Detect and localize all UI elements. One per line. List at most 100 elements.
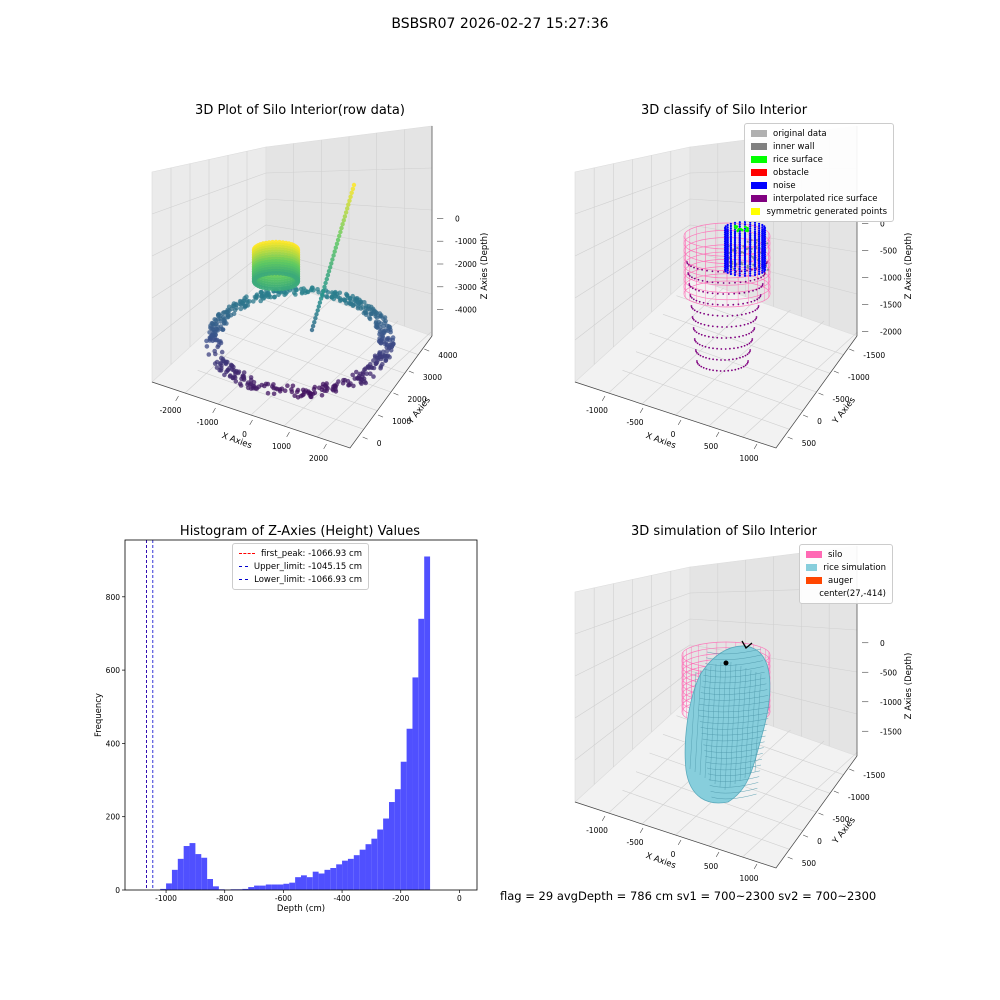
p2-noise-point <box>724 245 727 248</box>
p1-data-point <box>232 307 238 313</box>
p2-noise-point <box>761 267 764 270</box>
p2-noise-point <box>738 258 741 261</box>
p2-interpolated-point <box>748 311 751 314</box>
p2-noise-point <box>743 274 747 277</box>
p4-y-tick-label: 0 <box>817 837 822 846</box>
p2-interpolated-point <box>699 311 702 314</box>
p2-interpolated-point <box>742 302 744 305</box>
p2-interpolated-point <box>708 346 710 349</box>
p2-noise-point <box>749 245 752 248</box>
p2-interpolated-point <box>757 306 760 309</box>
p4-rice-mesh-line <box>705 753 763 759</box>
hist-bar <box>383 818 389 890</box>
p2-noise-point <box>763 242 766 246</box>
p1-data-point <box>228 312 234 318</box>
p1-data-point <box>323 280 328 286</box>
p4-rice-mesh-line <box>714 661 722 785</box>
p1-data-point <box>217 367 222 373</box>
p2-interpolated-point <box>723 370 726 372</box>
p2-noise-point <box>738 265 741 268</box>
histogram-legend: first_peak: -1066.93 cm Upper_limit: -104… <box>232 543 369 590</box>
p2-interpolated-point <box>744 354 747 357</box>
p1-data-point <box>346 383 351 388</box>
p2-noise-point <box>758 262 761 265</box>
p2-interpolated-point <box>740 313 743 316</box>
p2-noise-point <box>753 267 757 270</box>
p1-data-point <box>331 388 336 393</box>
p2-noise-point <box>758 257 761 261</box>
hist-bar <box>371 838 378 890</box>
p4-gridline <box>708 740 825 847</box>
hist-bar <box>160 888 167 890</box>
p2-interpolated-point <box>733 292 736 295</box>
p2-interpolated-point <box>690 306 693 309</box>
hist-bar <box>365 844 372 890</box>
p2-noise-point <box>749 251 752 255</box>
p1-data-point <box>385 353 391 359</box>
p1-data-point <box>345 295 351 301</box>
p1-data-point <box>241 370 247 375</box>
legend-swatch <box>751 208 761 215</box>
p2-interpolated-point <box>694 339 696 342</box>
p4-y-tick <box>833 790 839 794</box>
p2-noise-point <box>743 238 747 241</box>
p1-data-point <box>237 381 243 387</box>
p1-data-point <box>309 327 315 333</box>
p2-noise-point <box>726 267 729 270</box>
p2-noise-point <box>749 265 752 268</box>
p4-gridline <box>574 670 858 761</box>
p1-data-point <box>229 306 234 312</box>
p1-data-point <box>215 344 220 350</box>
p2-noise-point <box>724 229 727 232</box>
p2-noise-point <box>749 232 752 235</box>
p2-noise-point <box>749 249 752 252</box>
p2-interpolated-point <box>691 287 694 290</box>
p4-rice-mesh-line <box>702 677 766 684</box>
p4-x-tick <box>753 863 758 870</box>
p2-rice-surface-point <box>735 225 739 228</box>
p2-interpolated-point <box>692 308 694 310</box>
p1-data-point <box>289 387 294 392</box>
p1-data-point <box>369 311 375 317</box>
p2-noise-point <box>763 234 766 237</box>
p2-interpolated-point <box>739 356 741 359</box>
p4-x-tick-label: -1000 <box>586 826 608 835</box>
histogram-title: Histogram of Z-Axies (Height) Values <box>179 524 421 539</box>
p2-noise-point <box>763 240 766 243</box>
raw-data-title: 3D Plot of Silo Interior(row data) <box>195 103 405 118</box>
p2-noise-point <box>726 254 729 257</box>
p1-data-point <box>320 292 325 297</box>
p1-data-point <box>316 304 321 309</box>
p2-noise-point <box>724 258 727 261</box>
p1-data-point <box>337 233 342 239</box>
p4-x-tick <box>715 851 720 858</box>
p1-data-point <box>384 348 390 354</box>
legend-label: rice simulation <box>823 562 886 573</box>
p2-interpolated-point <box>690 305 693 307</box>
p2-y-tick <box>787 436 793 440</box>
p4-rice-mesh-line <box>710 787 758 794</box>
p1-data-point <box>347 301 353 307</box>
p2-noise-point <box>743 242 747 246</box>
p2-interpolated-point <box>723 271 725 273</box>
p1-data-point <box>333 245 338 250</box>
p2-gridline <box>708 320 825 427</box>
p2-interpolated-point <box>711 281 714 284</box>
legend-label: noise <box>773 180 796 191</box>
p1-data-point <box>320 384 325 390</box>
hist-bar <box>400 761 407 890</box>
p2-interpolated-point <box>744 364 747 367</box>
p2-noise-point <box>738 234 741 237</box>
p2-z-tick-label: -500 <box>880 247 897 256</box>
p2-x-tick <box>677 419 682 426</box>
p2-noise-point <box>743 272 747 275</box>
p2-x-tick-label: -1000 <box>586 406 608 415</box>
p1-gridline <box>217 298 333 405</box>
p2-interpolated-point <box>700 333 703 336</box>
p2-interpolated-point <box>746 301 749 304</box>
legend-entry: Lower_limit: -1066.93 cm <box>239 573 362 586</box>
legend-swatch <box>751 130 767 137</box>
p2-rice-surface-point <box>739 227 742 231</box>
p2-interpolated-point <box>739 324 742 327</box>
p2-rice-surface-point <box>746 229 749 233</box>
